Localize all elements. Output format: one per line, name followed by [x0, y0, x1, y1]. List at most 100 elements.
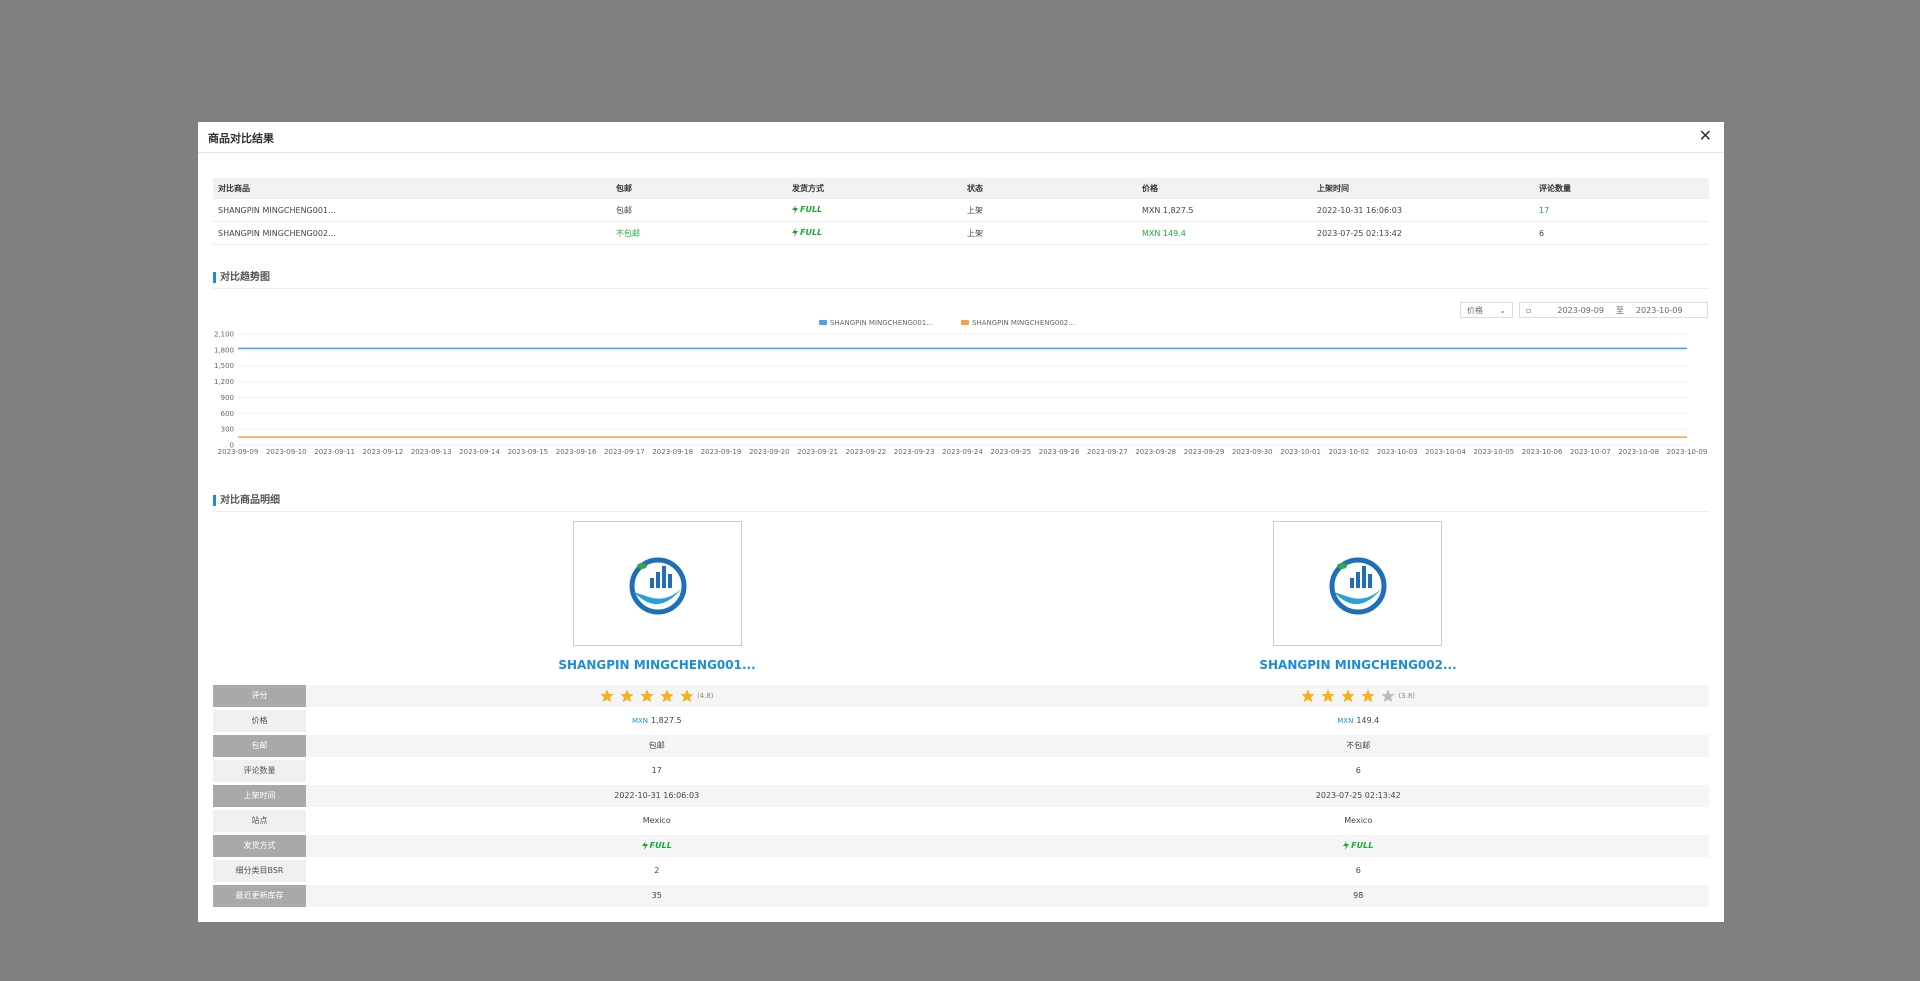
logo	[1329, 557, 1386, 614]
star	[600, 689, 614, 703]
y-tick-label: 1,800	[214, 346, 234, 354]
x-tick-label: 2023-09-09	[218, 448, 259, 456]
amount: 149.4	[1356, 716, 1380, 725]
value-text: 35	[651, 891, 662, 900]
value-text: 6	[1355, 866, 1361, 875]
x-tick-label: 2023-09-14	[459, 448, 500, 456]
value-text: 2022-10-31 16:06:03	[614, 791, 700, 800]
column-header: 包邮	[616, 183, 632, 193]
row-value: Mexico	[1008, 810, 1710, 832]
rating-stars	[600, 689, 694, 703]
x-tick-label: 2023-10-06	[1522, 448, 1563, 456]
value-text: 17	[651, 766, 662, 775]
row-value: MXN 1,827.5	[306, 710, 1008, 732]
bolt	[641, 841, 648, 850]
row-value: (4.8)	[306, 684, 1008, 707]
star	[660, 689, 674, 703]
row-value: 2022-10-31 16:06:03	[306, 784, 1008, 807]
column-header: 状态	[967, 183, 983, 193]
full-text: FULL	[800, 227, 823, 237]
x-tick-label: 2023-10-05	[1473, 448, 1514, 456]
x-tick-label: 2023-10-02	[1329, 448, 1370, 456]
row-label: 最近更新库存	[213, 884, 306, 907]
row-value: 17	[306, 760, 1008, 782]
divider	[213, 288, 1709, 289]
table-cell: 上架	[967, 228, 983, 238]
x-tick-label: 2023-10-03	[1377, 448, 1418, 456]
bolt	[792, 227, 798, 237]
divider	[198, 152, 1724, 153]
x-tick-label: 2023-09-18	[652, 448, 693, 456]
table-cell: FULL	[787, 204, 962, 216]
row-value: (3.8)	[1007, 684, 1709, 707]
row-value: 2	[306, 860, 1008, 882]
table-cell: 6	[1539, 228, 1545, 238]
row-value: 6	[1008, 760, 1710, 782]
date-sep: 至	[1615, 305, 1624, 315]
full-badge: FULL	[792, 227, 823, 237]
full-text: FULL	[649, 841, 672, 850]
row-value: FULL	[1007, 834, 1709, 857]
full-text: FULL	[1351, 841, 1374, 850]
section-title: 对比商品明细	[213, 495, 280, 506]
table-row: SHANGPIN MINGCHENG002... 不包邮 FULL 上架 MXN 149…	[213, 222, 1709, 245]
value-text: 不包邮	[1346, 741, 1371, 750]
y-tick-label: 0	[230, 442, 234, 450]
x-tick-label: 2023-09-25	[990, 448, 1031, 456]
detail-row: 包邮 包邮 不包邮	[213, 733, 1709, 758]
x-tick-label: 2023-09-20	[749, 448, 790, 456]
full-badge: FULL	[641, 841, 672, 850]
row-label: 评论数量	[213, 759, 306, 782]
y-tick-label: 1,500	[214, 362, 234, 370]
value-text: Mexico	[642, 816, 671, 825]
row-label: 上架时间	[213, 784, 306, 807]
x-tick-label: 2023-10-01	[1280, 448, 1321, 456]
x-tick-label: 2023-09-12	[363, 448, 404, 456]
currency: MXN	[1337, 716, 1354, 725]
close-button[interactable]: ✕	[1698, 126, 1712, 145]
value-text: 6	[1355, 766, 1361, 775]
divider	[213, 511, 1709, 512]
bolt-icon	[792, 204, 798, 214]
table-row: SHANGPIN MINGCHENG001... 包邮 FULL 上架 MXN 1,82…	[213, 199, 1709, 222]
star	[1341, 689, 1355, 703]
full-badge: FULL	[1343, 841, 1373, 850]
currency: MXN	[631, 716, 649, 725]
row-value: 98	[1007, 884, 1709, 907]
x-tick-label: 2023-09-15	[507, 448, 548, 456]
x-tick-label: 2023-09-30	[1232, 448, 1273, 456]
chevron: ⌄	[1499, 305, 1506, 315]
detail-row: 上架时间 2022-10-31 16:06:03 2023-07-25 02:13:…	[213, 783, 1709, 808]
star	[1361, 689, 1375, 703]
table-cell: 包邮	[616, 205, 632, 215]
row-label: 价格	[213, 709, 306, 732]
column-header: 发货方式	[792, 183, 824, 193]
x-tick-label: 2023-09-26	[1039, 448, 1080, 456]
x-tick-label: 2023-09-10	[266, 448, 307, 456]
x-tick-label: 2023-10-08	[1618, 448, 1659, 456]
date-range[interactable]: ▫ 2023-09-09 至 2023-10-09	[1519, 302, 1708, 318]
detail-row: 评论数量 17 6	[213, 758, 1709, 783]
bolt	[792, 204, 798, 214]
value-text: 2023-07-25 02:13:42	[1315, 791, 1401, 800]
value-text: Mexico	[1344, 816, 1373, 825]
y-tick-label: 2,100	[214, 331, 234, 339]
value-text: 2	[654, 866, 660, 875]
detail-row: 最近更新库存 35 98	[213, 883, 1709, 908]
table-cell: 不包邮	[616, 228, 640, 238]
trend-chart: 0 300 600 900 1,200 1,500 1,800 2,100 2023-09-09…	[214, 319, 1708, 456]
legend-label: SHANGPIN MINGCHENG002...	[972, 319, 1075, 327]
row-value: MXN 149.4	[1008, 710, 1710, 732]
rating-stars	[1301, 689, 1395, 703]
x-tick-label: 2023-10-09	[1667, 448, 1708, 456]
detail-row: 发货方式 FULL FULL	[213, 833, 1709, 858]
star	[1321, 689, 1335, 703]
x-tick-label: 2023-09-19	[701, 448, 742, 456]
metric-select[interactable]: 价格 ⌄	[1460, 302, 1513, 318]
date-to: 2023-10-09	[1635, 305, 1683, 315]
row-value: FULL	[306, 834, 1008, 857]
row-value: 不包邮	[1007, 734, 1709, 757]
row-label: 细分类目BSR	[213, 859, 306, 882]
detail-row: 细分类目BSR 2 6	[213, 858, 1709, 883]
bolt-icon	[1343, 841, 1350, 850]
